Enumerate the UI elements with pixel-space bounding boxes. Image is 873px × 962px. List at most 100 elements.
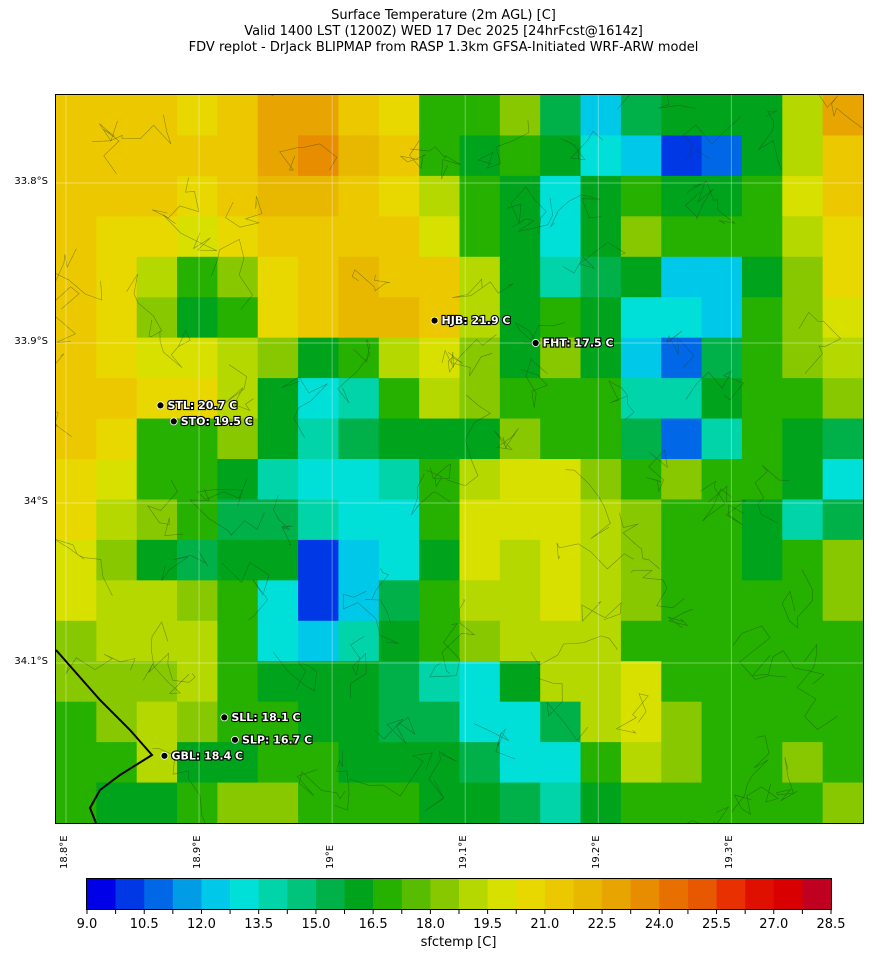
temperature-cell	[580, 337, 622, 379]
temperature-cell	[257, 661, 299, 703]
temperature-cell	[822, 580, 864, 622]
terrain-contour	[452, 278, 514, 298]
terrain-contour	[126, 273, 163, 338]
temperature-cell	[459, 256, 501, 298]
terrain-contour	[152, 748, 206, 824]
temperature-cell	[378, 418, 420, 460]
temperature-cell	[419, 742, 461, 784]
temperature-cell	[136, 378, 178, 420]
colorbar-tick-label: 21.0	[530, 917, 560, 932]
temperature-cell	[540, 95, 582, 137]
temperature-cell	[620, 216, 662, 258]
temperature-cell	[177, 499, 218, 541]
terrain-contour	[55, 272, 103, 301]
temperature-cell	[378, 701, 420, 743]
terrain-contour	[55, 248, 80, 310]
temperature-cell	[701, 297, 743, 339]
temperature-cell	[661, 175, 703, 217]
temperature-cell	[822, 135, 864, 177]
terrain-contour	[477, 120, 530, 169]
temperature-cell	[177, 135, 218, 177]
temperature-cell	[217, 539, 259, 581]
temperature-cell	[217, 95, 259, 137]
temperature-cell	[782, 95, 824, 137]
temperature-cell	[661, 782, 703, 824]
temperature-cell	[257, 135, 299, 177]
temperature-cell	[338, 418, 380, 460]
colorbar-tick-label: 27.0	[759, 917, 789, 932]
latitude-tick-label: 34°S	[23, 496, 48, 507]
temperature-cell	[96, 661, 138, 703]
station-marker-gbl[interactable]: GBL: 18.4 C	[160, 748, 244, 763]
station-marker-slp[interactable]: SLP: 16.7 C	[231, 732, 313, 747]
temperature-cell	[459, 620, 501, 662]
temperature-cell	[741, 499, 783, 541]
temperature-cell	[56, 539, 97, 581]
temperature-cell	[136, 499, 178, 541]
temperature-cell	[56, 297, 97, 339]
temperature-cell	[661, 418, 703, 460]
colorbar-swatch	[659, 879, 689, 909]
temperature-cell	[499, 95, 541, 137]
temperature-cell	[136, 297, 178, 339]
temperature-cell	[580, 742, 622, 784]
temperature-cell	[56, 175, 97, 217]
temperature-cell	[661, 620, 703, 662]
terrain-contour	[334, 750, 350, 811]
temperature-cell	[338, 620, 380, 662]
temperature-cell	[661, 216, 703, 258]
terrain-contour	[682, 116, 741, 160]
temperature-cell	[459, 175, 501, 217]
temperature-cell	[459, 499, 501, 541]
latitude-tick-label: 33.9°S	[14, 336, 48, 347]
temperature-cell	[298, 378, 340, 420]
temperature-cell	[217, 459, 259, 501]
terrain-contour	[685, 369, 744, 401]
temperature-cell	[540, 135, 582, 177]
temperature-cell	[540, 742, 582, 784]
temperature-cell	[378, 499, 420, 541]
terrain-contour	[664, 330, 695, 368]
temperature-cell	[217, 620, 259, 662]
station-marker-fht[interactable]: FHT: 17.5 C	[531, 335, 615, 351]
temperature-cell	[378, 378, 420, 420]
temperature-cell	[822, 499, 864, 541]
temperature-cell	[56, 256, 97, 298]
temperature-cell	[257, 175, 299, 217]
colorbar-swatch	[687, 879, 717, 909]
terrain-contour	[161, 550, 209, 581]
temperature-cell	[540, 499, 582, 541]
temperature-cell	[378, 216, 420, 258]
temperature-cell	[620, 499, 662, 541]
temperature-cell	[620, 256, 662, 298]
temperature-cell	[96, 95, 138, 137]
station-marker-sll[interactable]: SLL: 18.1 C	[220, 710, 302, 725]
terrain-contour	[512, 198, 554, 232]
temperature-cell	[378, 742, 420, 784]
temperature-cell	[741, 337, 783, 379]
temperature-cell	[822, 256, 864, 298]
terrain-contour	[700, 480, 733, 522]
temperature-cell	[257, 539, 299, 581]
temperature-cell	[459, 742, 501, 784]
temperature-cell	[782, 175, 824, 217]
station-dot	[169, 417, 178, 426]
colorbar-swatch	[630, 879, 660, 909]
station-marker-stl[interactable]: STL: 20.7 C	[156, 398, 238, 413]
station-marker-sto[interactable]: STO: 19.5 C	[169, 414, 254, 429]
temperature-cell	[257, 337, 299, 379]
temperature-cell	[701, 580, 743, 622]
temperature-cell	[620, 95, 662, 137]
temperature-cell	[701, 216, 743, 258]
station-marker-hjb[interactable]: HJB: 21.9 C	[430, 313, 512, 328]
colorbar-swatch	[602, 879, 631, 909]
temperature-cell	[298, 297, 340, 339]
temperature-cell	[419, 175, 461, 217]
temperature-cell	[56, 742, 97, 784]
temperature-cell	[580, 701, 622, 743]
temperature-cell	[782, 580, 824, 622]
terrain-contour	[684, 181, 714, 220]
title-line-3: FDV replot - DrJack BLIPMAP from RASP 1.…	[188, 40, 699, 55]
temperature-cell	[540, 661, 582, 703]
temperature-cell	[257, 418, 299, 460]
